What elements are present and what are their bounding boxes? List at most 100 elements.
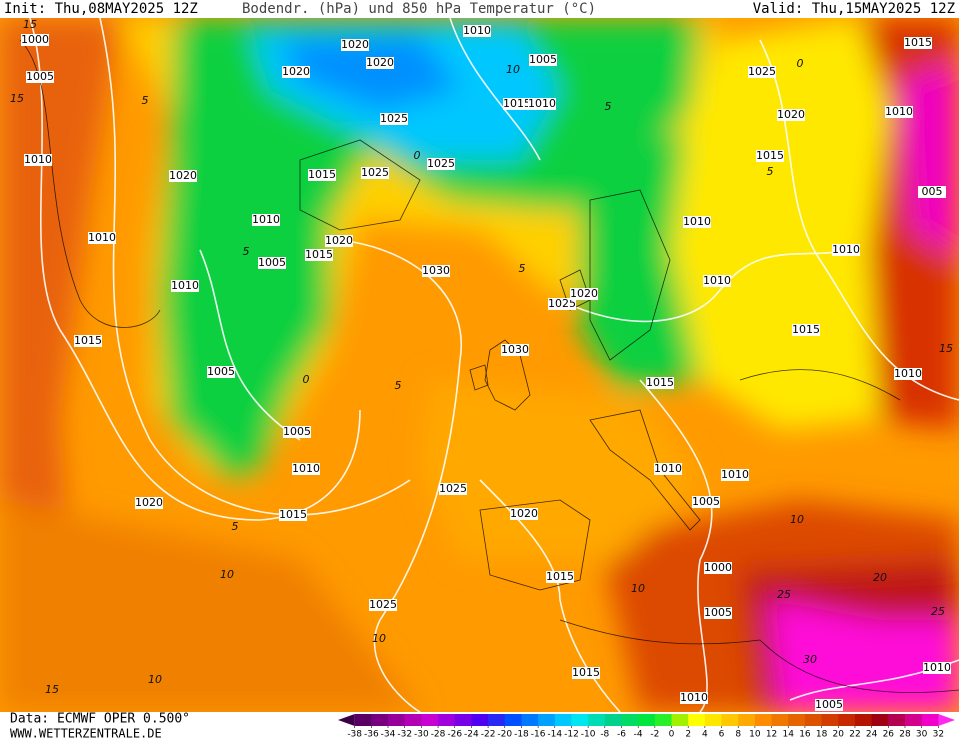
colorbar-cell <box>471 714 489 726</box>
colorbar-cell <box>871 714 889 726</box>
colorbar-cell <box>854 714 873 726</box>
isobar-label-bg <box>341 39 369 51</box>
isobar-label: 1025 <box>369 598 397 611</box>
colorbar-tick-label: 32 <box>933 730 944 740</box>
isobar-label-bg <box>904 37 932 49</box>
isobar-label: 1015 <box>792 323 820 336</box>
isobar-label: 1015 <box>646 376 674 389</box>
isobar-label-bg <box>369 599 397 611</box>
temperature-label: 10 <box>631 582 645 595</box>
colorbar-tick-label: 12 <box>766 730 777 740</box>
colorbar-cell <box>488 714 506 726</box>
colorbar-cell <box>804 714 823 726</box>
colorbar-cell <box>788 714 806 726</box>
colorbar-cell <box>454 714 472 726</box>
isobar-label-bg <box>463 25 491 37</box>
isobar-label-bg <box>258 257 286 269</box>
isobar-label: 1015 <box>546 570 574 583</box>
isobar-label: 1015 <box>308 168 336 181</box>
isobar-label: 1025 <box>439 482 467 495</box>
colorbar-cell <box>904 714 923 726</box>
isobar-label-bg <box>680 692 708 704</box>
colorbar-tick-label: -2 <box>650 730 659 740</box>
colorbar-tick-label: 4 <box>702 730 708 740</box>
isobar-label-bg <box>325 235 353 247</box>
isobar-label: 1005 <box>529 53 557 66</box>
isobar-label: 1010 <box>654 462 682 475</box>
isobar-label: 1010 <box>463 24 491 37</box>
colorbar-cell <box>821 714 839 726</box>
isobar-label: 1020 <box>169 169 197 182</box>
header-bar <box>0 0 959 18</box>
isobar-label-bg <box>546 571 574 583</box>
isobar-label: 1015 <box>279 508 307 521</box>
temperature-label: 20 <box>873 571 887 584</box>
colorbar-cell <box>438 714 456 726</box>
isobar-label: 1020 <box>777 108 805 121</box>
isobar-label: 1015 <box>503 97 531 110</box>
colorbar-cell <box>888 714 906 726</box>
isobar-label-bg <box>282 66 310 78</box>
temperature-label: 0 <box>414 149 421 162</box>
isobar-label: 1005 <box>258 256 286 269</box>
isobar-label: 1020 <box>570 287 598 300</box>
colorbar-tick-label: 30 <box>916 730 928 740</box>
isobar-label: 1010 <box>683 215 711 228</box>
isobar-label-bg <box>570 288 598 300</box>
isobar-label-bg <box>529 54 557 66</box>
isobar-label-bg <box>171 280 199 292</box>
map <box>0 18 959 712</box>
isobar-label-bg <box>74 335 102 347</box>
isobar-label-bg <box>501 344 529 356</box>
colorbar-tick-label: 24 <box>866 730 878 740</box>
isobar-label-bg <box>503 98 531 110</box>
isobar-label: 1010 <box>721 468 749 481</box>
isobar-labels: 1000100510101010101010151020102010201020… <box>21 24 951 711</box>
colorbar-cell <box>521 714 539 726</box>
isobar-label-bg <box>894 368 922 380</box>
isobar-label-bg <box>361 167 389 179</box>
isobar-label: 1015 <box>305 248 333 261</box>
isobar-label: 1025 <box>748 65 776 78</box>
isobar-label-bg <box>427 158 455 170</box>
colorbar-cell <box>638 714 656 726</box>
isobar-label-bg <box>207 366 235 378</box>
map-title: Bodendr. (hPa) und 850 hPa Temperatur (°… <box>242 1 596 17</box>
colorbar-tick-label: -38 <box>347 730 362 740</box>
isobar-label: 1005 <box>26 70 54 83</box>
colorbar-cell <box>654 714 673 726</box>
init-time: Init: Thu,08MAY2025 12Z <box>4 1 198 17</box>
colorbar-cell <box>738 714 756 726</box>
temperature-label: 15 <box>23 18 37 31</box>
isobar-label: 1010 <box>528 97 556 110</box>
isobar-label: 1020 <box>341 38 369 51</box>
isobar-label-bg <box>279 509 307 521</box>
isobar-label: 1020 <box>325 234 353 247</box>
colorbar-cell <box>688 714 706 726</box>
isobar-label-bg <box>380 113 408 125</box>
colorbar-tick-label: 16 <box>799 730 811 740</box>
colorbar-cell <box>838 714 856 726</box>
isobar-label: 1030 <box>501 343 529 356</box>
site-url: WWW.WETTERZENTRALE.DE <box>10 727 162 741</box>
colorbar-cell <box>754 714 773 726</box>
isobar-label-bg <box>24 154 52 166</box>
isobar-label-bg <box>815 699 843 711</box>
isobar-label-bg <box>548 298 576 310</box>
colorbar-tick-label: -4 <box>634 730 643 740</box>
temperature-label: 10 <box>220 568 234 581</box>
temperature-label: 10 <box>148 673 162 686</box>
colorbar-cell <box>604 714 622 726</box>
temperature-label: 5 <box>142 94 149 107</box>
isobar-label-bg <box>918 186 946 198</box>
isobar-label: 1020 <box>282 65 310 78</box>
isobar-label-bg <box>792 324 820 336</box>
isobar-label-bg <box>439 483 467 495</box>
colorbar-cell <box>671 714 689 726</box>
temperature-label: 15 <box>45 683 59 696</box>
valid-time: Valid: Thu,15MAY2025 12Z <box>753 1 955 17</box>
isobar-label: 1030 <box>422 264 450 277</box>
colorbar-tick-label: -10 <box>581 730 596 740</box>
colorbar-tick-label: 28 <box>899 730 911 740</box>
